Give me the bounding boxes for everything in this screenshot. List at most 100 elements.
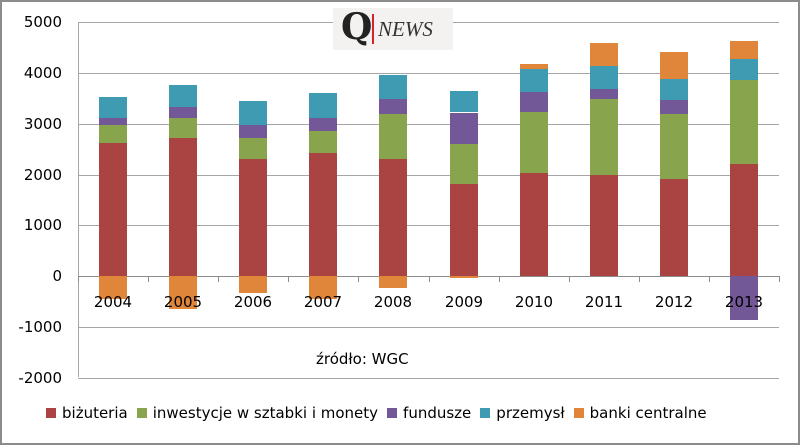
gridline bbox=[78, 327, 779, 328]
x-tick bbox=[709, 276, 710, 282]
x-tick-label: 2008 bbox=[373, 293, 413, 311]
y-tick-label: 2000 bbox=[23, 166, 62, 184]
bar-segment bbox=[590, 89, 618, 99]
x-tick bbox=[779, 276, 780, 282]
bar-segment bbox=[730, 164, 758, 276]
gridline bbox=[78, 73, 779, 74]
bar-segment bbox=[379, 75, 407, 99]
gridline bbox=[78, 225, 779, 226]
legend-swatch bbox=[387, 408, 398, 418]
gridline bbox=[78, 175, 779, 176]
x-tick-label: 2007 bbox=[303, 293, 343, 311]
bar-segment bbox=[309, 276, 337, 299]
bar-segment bbox=[169, 276, 197, 309]
logo-text: NEWS bbox=[378, 17, 433, 41]
y-tick-label: 4000 bbox=[23, 64, 62, 82]
bar-segment bbox=[660, 100, 688, 114]
y-tick-label: 3000 bbox=[23, 115, 62, 133]
bar-segment bbox=[590, 99, 618, 175]
x-tick bbox=[429, 276, 430, 282]
x-tick bbox=[218, 276, 219, 282]
x-axis bbox=[78, 276, 779, 277]
y-tick-label: -1000 bbox=[18, 318, 62, 336]
gridline bbox=[78, 124, 779, 125]
bar-segment bbox=[239, 125, 267, 138]
x-tick bbox=[148, 276, 149, 282]
legend-swatch bbox=[136, 408, 147, 418]
bar-segment bbox=[99, 97, 127, 118]
bar-segment bbox=[450, 276, 478, 278]
bar-segment bbox=[660, 114, 688, 179]
bar-segment bbox=[450, 113, 478, 144]
bar-segment bbox=[520, 64, 548, 69]
bar-segment bbox=[239, 138, 267, 159]
bar-segment bbox=[730, 276, 758, 320]
qnews-logo: Q NEWS bbox=[333, 6, 453, 50]
x-tick bbox=[499, 276, 500, 282]
bar-segment bbox=[379, 99, 407, 114]
x-tick bbox=[78, 276, 79, 282]
x-tick-label: 2012 bbox=[654, 293, 694, 311]
bar-segment bbox=[169, 85, 197, 107]
legend-item: inwestycje w sztabki i monety bbox=[136, 404, 378, 422]
logo-q: Q bbox=[341, 6, 373, 48]
bar-segment bbox=[99, 143, 127, 276]
bar-segment bbox=[239, 159, 267, 276]
bar-segment bbox=[520, 69, 548, 92]
x-tick-label: 2004 bbox=[93, 293, 133, 311]
bar-segment bbox=[520, 173, 548, 276]
bar-segment bbox=[99, 118, 127, 125]
legend-item: biżuteria bbox=[46, 404, 128, 422]
legend-swatch bbox=[46, 408, 56, 418]
y-tick-label: 0 bbox=[52, 267, 62, 285]
x-tick-label: 2005 bbox=[163, 293, 203, 311]
bar-segment bbox=[99, 125, 127, 143]
x-tick bbox=[358, 276, 359, 282]
x-tick-label: 2011 bbox=[584, 293, 624, 311]
gridline bbox=[78, 378, 779, 379]
y-tick-label: 5000 bbox=[23, 13, 62, 31]
bar-segment bbox=[520, 92, 548, 112]
bar-segment bbox=[309, 93, 337, 118]
bar-segment bbox=[590, 43, 618, 66]
bar-segment bbox=[730, 59, 758, 80]
x-tick bbox=[569, 276, 570, 282]
source-note: źródło: WGC bbox=[316, 350, 409, 368]
bar-segment bbox=[590, 175, 618, 276]
bar-segment bbox=[660, 52, 688, 79]
bar-segment bbox=[450, 144, 478, 184]
bar-segment bbox=[309, 118, 337, 131]
bar-segment bbox=[379, 276, 407, 288]
bar-segment bbox=[379, 159, 407, 276]
x-tick bbox=[639, 276, 640, 282]
legend-swatch bbox=[573, 408, 584, 418]
bar-segment bbox=[169, 118, 197, 138]
legend-item: fundusze bbox=[387, 404, 471, 422]
bar-segment bbox=[309, 131, 337, 153]
bar-segment bbox=[520, 112, 548, 173]
bar-segment bbox=[309, 153, 337, 276]
x-tick-label: 2009 bbox=[444, 293, 484, 311]
x-tick-label: 2006 bbox=[233, 293, 273, 311]
bar-segment bbox=[99, 276, 127, 299]
bar-segment bbox=[730, 41, 758, 59]
logo-divider bbox=[372, 14, 374, 44]
x-tick-label: 2010 bbox=[514, 293, 554, 311]
bar-segment bbox=[379, 114, 407, 159]
chart-legend: biżuteria inwestycje w sztabki i monety … bbox=[46, 404, 716, 422]
bar-segment bbox=[239, 101, 267, 125]
bar-segment bbox=[730, 80, 758, 164]
x-tick bbox=[288, 276, 289, 282]
bar-segment bbox=[169, 138, 197, 276]
legend-swatch bbox=[480, 408, 491, 418]
bar-segment bbox=[590, 66, 618, 89]
bar-segment bbox=[450, 91, 478, 112]
bar-segment bbox=[239, 276, 267, 293]
bar-segment bbox=[169, 107, 197, 118]
bar-segment bbox=[450, 184, 478, 276]
y-axis bbox=[78, 22, 79, 377]
bar-segment bbox=[660, 179, 688, 276]
bar-segment bbox=[660, 79, 688, 100]
legend-item: przemysł bbox=[480, 404, 565, 422]
